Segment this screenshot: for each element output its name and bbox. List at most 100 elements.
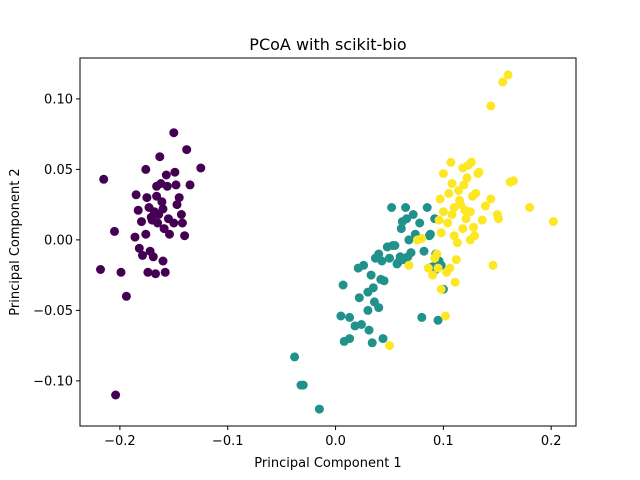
data-point-group-2 — [379, 276, 389, 286]
data-point-group-3 — [509, 176, 518, 186]
data-point-group-1 — [169, 128, 179, 138]
data-point-group-3 — [493, 214, 503, 224]
data-point-group-1 — [185, 180, 195, 190]
x-tick-label: −0.1 — [212, 434, 244, 449]
data-point-group-2 — [374, 249, 384, 259]
data-point-group-3 — [459, 180, 469, 190]
plot-frame — [79, 57, 577, 427]
y-tick-label: 0.00 — [44, 233, 73, 248]
data-point-group-1 — [176, 210, 186, 219]
data-point-group-1 — [111, 390, 121, 400]
data-point-group-1 — [151, 269, 160, 279]
data-point-group-1 — [172, 200, 182, 210]
data-point-group-3 — [452, 238, 462, 248]
chart-title: PCoA with scikit-bio — [249, 35, 406, 54]
y-axis-ticks: −0.10 −0.05 0.00 0.05 0.10 — [33, 92, 80, 389]
data-point-group-1 — [196, 163, 206, 173]
data-point-group-2 — [367, 338, 377, 348]
data-point-group-1 — [131, 190, 141, 200]
data-point-group-3 — [498, 77, 508, 87]
data-point-group-1 — [138, 250, 147, 260]
x-tick-label: −0.2 — [104, 434, 136, 449]
x-tick-label: 0.1 — [433, 434, 454, 449]
data-point-group-3 — [458, 224, 468, 234]
x-tick-label: 0.0 — [325, 434, 346, 449]
y-tick-label: 0.05 — [44, 163, 73, 178]
data-point-group-1 — [161, 170, 171, 180]
data-point-group-1 — [141, 229, 151, 239]
data-point-group-2 — [390, 241, 400, 250]
data-point-group-2 — [415, 218, 425, 228]
data-point-group-2 — [419, 246, 429, 256]
data-point-group-3 — [436, 228, 446, 238]
data-point-group-3 — [503, 70, 513, 80]
data-point-group-2 — [402, 214, 412, 224]
data-point-group-2 — [366, 270, 376, 280]
x-axis-label: Principal Component 1 — [254, 456, 401, 471]
data-point-group-3 — [469, 222, 479, 232]
data-point-group-3 — [454, 186, 463, 195]
data-point-group-1 — [160, 267, 170, 277]
data-point-group-2 — [338, 280, 348, 290]
data-point-group-3 — [477, 215, 487, 225]
data-point-group-3 — [435, 194, 445, 204]
data-point-group-1 — [171, 180, 181, 190]
data-point-group-2 — [359, 260, 369, 270]
data-point-group-3 — [488, 260, 498, 270]
data-point-group-3 — [548, 217, 558, 227]
data-point-group-3 — [428, 270, 438, 280]
data-point-group-3 — [465, 207, 475, 217]
data-point-group-1 — [155, 152, 165, 162]
x-axis-ticks: −0.2 −0.1 0.0 0.1 0.2 — [104, 426, 562, 449]
data-point-group-2 — [406, 248, 416, 258]
data-point-group-3 — [443, 218, 453, 228]
data-point-group-1 — [116, 267, 126, 277]
data-point-group-2 — [385, 253, 394, 263]
data-point-group-3 — [447, 210, 457, 219]
y-tick-label: 0.10 — [44, 92, 73, 107]
data-point-group-1 — [134, 243, 144, 253]
data-point-group-3 — [486, 101, 496, 111]
data-point-group-3 — [438, 207, 448, 217]
data-point-group-3 — [444, 188, 454, 198]
data-point-group-3 — [404, 260, 414, 270]
data-point-group-1 — [182, 145, 192, 155]
data-point-group-2 — [354, 293, 364, 303]
data-point-group-2 — [374, 303, 384, 313]
data-point-group-2 — [298, 380, 308, 390]
data-point-group-1 — [141, 164, 151, 174]
data-point-group-3 — [471, 188, 481, 198]
data-point-group-1 — [158, 204, 168, 214]
data-point-group-1 — [99, 174, 109, 184]
data-point-group-1 — [157, 197, 167, 207]
data-point-group-1 — [143, 267, 153, 277]
data-point-group-3 — [385, 341, 394, 351]
data-point-group-1 — [130, 232, 140, 242]
x-tick-label: 0.2 — [541, 434, 562, 449]
data-point-group-3 — [434, 215, 444, 225]
data-point-group-3 — [450, 277, 460, 287]
data-point-group-2 — [378, 334, 388, 344]
data-point-group-2 — [364, 325, 374, 335]
data-point-group-3 — [462, 173, 472, 183]
data-point-group-3 — [525, 203, 535, 212]
data-point-group-2 — [404, 235, 414, 245]
data-point-group-1 — [121, 291, 131, 301]
data-point-group-1 — [96, 265, 105, 274]
data-point-group-2 — [424, 231, 434, 241]
data-point-group-3 — [446, 157, 456, 167]
data-point-group-2 — [368, 283, 378, 293]
data-points-layer — [96, 70, 558, 414]
data-point-group-2 — [345, 334, 355, 344]
data-point-group-3 — [447, 179, 457, 188]
data-point-group-3 — [470, 231, 480, 241]
data-point-group-2 — [345, 312, 355, 322]
data-point-group-2 — [363, 305, 373, 315]
data-point-group-1 — [177, 218, 187, 228]
data-point-group-1 — [170, 167, 180, 177]
data-point-group-3 — [449, 231, 459, 241]
data-point-group-2 — [356, 320, 366, 329]
data-point-group-3 — [433, 263, 443, 273]
